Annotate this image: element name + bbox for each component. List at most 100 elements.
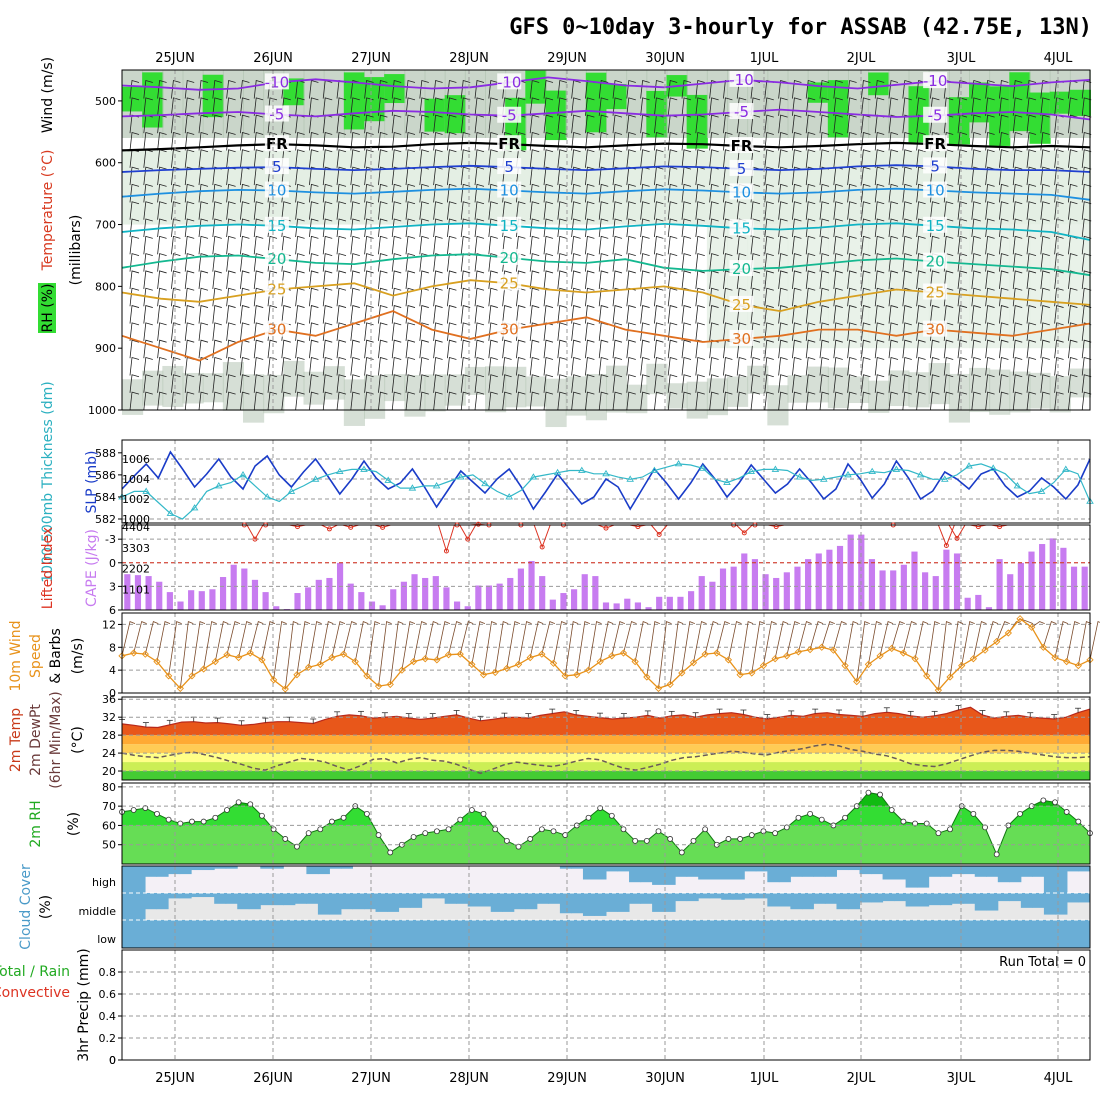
contour-label-bg bbox=[264, 250, 289, 267]
cloud-cover-bar bbox=[559, 866, 572, 869]
wind-barb bbox=[502, 356, 512, 376]
panel-frame bbox=[121, 612, 1091, 694]
rh-shade-mid bbox=[384, 150, 406, 225]
wind-barb bbox=[819, 305, 830, 324]
rh-point bbox=[608, 812, 615, 819]
wind-barb-10m bbox=[401, 621, 416, 671]
wind-barb bbox=[322, 391, 333, 411]
wind-barb bbox=[861, 253, 871, 272]
wind-barb bbox=[378, 287, 388, 307]
cape-bar bbox=[145, 576, 152, 610]
contour-label: -10 bbox=[729, 71, 754, 89]
wind-barb bbox=[667, 339, 678, 359]
wind-barb bbox=[391, 80, 402, 99]
wind-barb bbox=[253, 270, 264, 289]
li-line bbox=[948, 524, 966, 540]
wind-barb bbox=[1068, 253, 1078, 272]
cloud-cover-bar bbox=[905, 866, 918, 888]
wind-speed-point bbox=[316, 660, 324, 669]
wind-barb bbox=[157, 305, 167, 324]
wind-barb bbox=[419, 201, 429, 220]
wind-barb bbox=[322, 131, 333, 151]
wind-barb bbox=[819, 131, 830, 151]
wind-speed-point bbox=[584, 666, 593, 674]
rh-shade-moist bbox=[545, 90, 567, 141]
wind-barb bbox=[281, 305, 291, 324]
wind-barb bbox=[171, 131, 181, 151]
contour-label: FR bbox=[731, 137, 753, 155]
wind-barb bbox=[253, 183, 264, 203]
wind-barb bbox=[709, 374, 719, 393]
wind-barb bbox=[405, 80, 416, 99]
wind-barb-10m bbox=[704, 621, 719, 655]
wind-speed-point bbox=[736, 671, 744, 679]
wind-barb bbox=[667, 201, 678, 220]
cloud-cover-bar bbox=[928, 893, 941, 906]
wind-barb bbox=[709, 97, 719, 116]
cloud-cover-bar bbox=[778, 866, 791, 883]
wind-barb bbox=[626, 356, 636, 376]
wind-barb bbox=[295, 374, 305, 393]
wind-barb bbox=[488, 149, 498, 168]
cloud-cover-bar bbox=[917, 866, 930, 888]
wind-barb bbox=[736, 374, 747, 393]
wind-barb bbox=[129, 201, 140, 220]
wind-barb bbox=[309, 80, 319, 99]
cape-bar bbox=[156, 581, 163, 610]
cloud-cover-bar bbox=[652, 920, 665, 948]
wind-barb bbox=[792, 149, 802, 168]
rh-shade-upper bbox=[626, 70, 648, 138]
wind-barb bbox=[184, 114, 195, 134]
wind-barb bbox=[157, 97, 167, 116]
wind-speed-point bbox=[759, 661, 768, 670]
wind-speed-point bbox=[491, 668, 499, 677]
wind-barb bbox=[598, 235, 609, 255]
wind-speed-point bbox=[748, 669, 756, 677]
rh-shade-surface bbox=[606, 365, 628, 413]
wind-barb bbox=[322, 339, 333, 359]
wind-speed-point bbox=[200, 665, 208, 673]
wind-barb bbox=[1040, 201, 1050, 220]
cloud-cover-bar bbox=[790, 893, 803, 910]
wind-barb bbox=[1068, 305, 1078, 324]
wind-speed-point bbox=[549, 659, 558, 667]
wind-barb bbox=[723, 235, 733, 255]
cape-bar bbox=[560, 593, 567, 610]
wind-barb bbox=[1026, 391, 1037, 411]
wind-barb bbox=[1040, 253, 1050, 272]
wind-barb bbox=[971, 270, 981, 289]
cloud-cover-bar bbox=[1009, 920, 1022, 948]
wind-barb bbox=[240, 201, 250, 220]
cloud-cover-bar bbox=[940, 893, 953, 906]
upper-air-ylabel: RH (%)Temperature (°C)Wind (m/s)(milliba… bbox=[38, 57, 84, 333]
wind-barb bbox=[792, 339, 802, 359]
rh-point bbox=[865, 789, 872, 796]
wind-barb bbox=[598, 218, 609, 238]
wind-speed-point bbox=[701, 650, 709, 658]
cloud-cover-bar bbox=[767, 920, 780, 948]
wind-barb bbox=[226, 114, 236, 134]
wind-barb bbox=[309, 374, 319, 393]
thickness-point bbox=[747, 467, 755, 475]
cloud-cover-bar bbox=[606, 866, 619, 872]
wind-barb bbox=[598, 80, 609, 99]
panel-frame bbox=[121, 439, 1091, 524]
cloud-cover-bar bbox=[260, 866, 273, 869]
temperature-axis-label: Temperature (°C) bbox=[40, 150, 56, 272]
li-line bbox=[629, 524, 647, 528]
wind-barb bbox=[1081, 339, 1092, 359]
wind-barb bbox=[667, 374, 678, 393]
wind-barb bbox=[833, 305, 843, 324]
wind-barb bbox=[460, 131, 471, 151]
rh-shade-mid bbox=[243, 150, 265, 225]
wind-barb bbox=[295, 305, 305, 324]
wind-barb-10m bbox=[144, 621, 159, 655]
wind-barb bbox=[943, 201, 954, 220]
wind-barb bbox=[723, 253, 733, 272]
wind-barb-10m bbox=[658, 621, 672, 689]
cloud-cover-bar bbox=[271, 920, 284, 948]
wind-barb bbox=[226, 149, 236, 168]
wind-barb bbox=[943, 356, 954, 376]
cloud-cover-bar bbox=[433, 920, 446, 948]
wind-barb bbox=[157, 339, 167, 359]
